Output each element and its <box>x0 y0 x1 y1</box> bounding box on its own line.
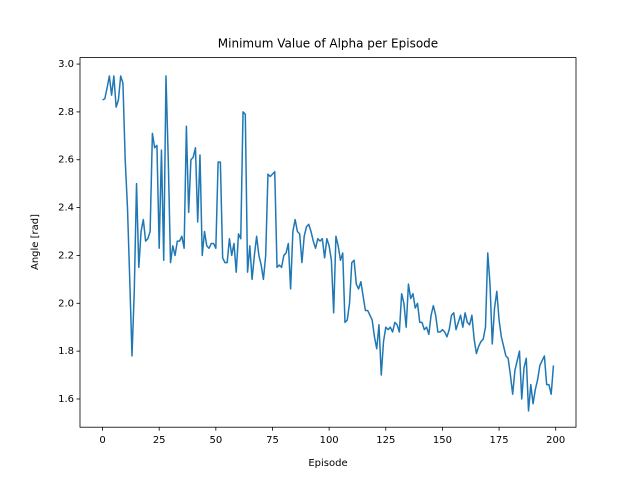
data-line <box>102 75 555 412</box>
y-tick-label: 2.0 <box>58 298 74 309</box>
y-tick-label: 2.8 <box>58 107 74 118</box>
y-tick-label: 2.6 <box>58 155 74 166</box>
chart-title: Minimum Value of Alpha per Episode <box>218 37 438 51</box>
x-tick-label: 25 <box>153 435 166 446</box>
x-tick-label: 50 <box>209 435 222 446</box>
x-tick-label: 200 <box>546 435 565 446</box>
x-tick-label: 100 <box>320 435 339 446</box>
plot-frame <box>79 57 577 428</box>
y-tick-label: 1.8 <box>58 346 74 357</box>
x-tick-label: 150 <box>433 435 452 446</box>
y-axis-label: Angle [rad] <box>30 214 41 270</box>
y-tick-label: 2.4 <box>58 203 74 214</box>
y-tick-label: 3.0 <box>58 59 74 70</box>
x-tick-label: 175 <box>490 435 509 446</box>
x-axis-label: Episode <box>308 458 347 469</box>
y-tick-label: 1.6 <box>58 394 74 405</box>
x-tick-label: 0 <box>99 435 105 446</box>
y-tick-label: 2.2 <box>58 250 74 261</box>
x-tick-label: 125 <box>376 435 395 446</box>
x-tick-label: 75 <box>266 435 279 446</box>
